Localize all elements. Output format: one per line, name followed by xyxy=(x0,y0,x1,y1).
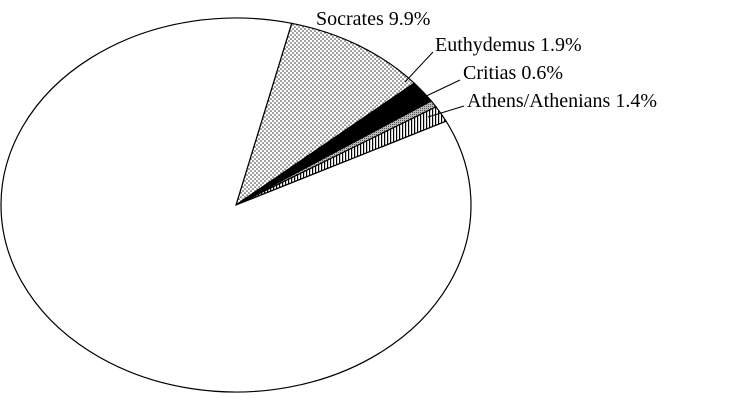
leader-line xyxy=(404,51,434,83)
slice-value-label: 1.4% xyxy=(615,90,657,112)
slice-label: Socrates 9.9% xyxy=(316,8,430,30)
slice-value-label: 1.9% xyxy=(540,34,582,56)
labels: Socrates 9.9%Euthydemus 1.9% Critias 0.6%… xyxy=(316,8,657,118)
slice-name: Socrates xyxy=(316,8,384,30)
leader-line xyxy=(427,105,465,118)
pie-slice xyxy=(0,17,472,393)
slice-value-label: 9.9% xyxy=(389,8,431,30)
slice-value-label: 0.6% xyxy=(521,62,563,84)
slice-label: Euthydemus 1.9% xyxy=(435,34,582,56)
pie xyxy=(0,17,472,393)
slice-name: Euthydemus xyxy=(435,34,535,56)
slice-label: Athens/Athenians 1.4% xyxy=(467,90,657,112)
slice-label: Critias 0.6% xyxy=(463,62,563,84)
slice-name: Athens/Athenians xyxy=(467,90,611,112)
leader-line xyxy=(419,79,461,100)
slice-name: Critias xyxy=(463,62,517,84)
